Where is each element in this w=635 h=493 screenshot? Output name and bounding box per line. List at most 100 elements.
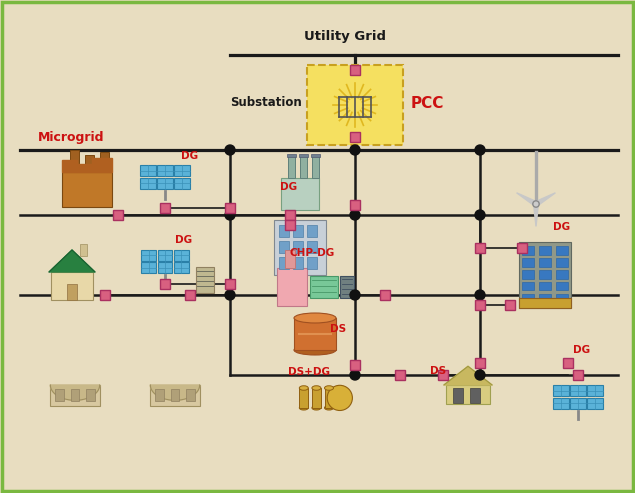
Text: DS: DS bbox=[330, 324, 346, 334]
Circle shape bbox=[475, 370, 485, 380]
Circle shape bbox=[533, 201, 539, 207]
Bar bbox=[522, 282, 534, 290]
Circle shape bbox=[350, 210, 360, 220]
Bar bbox=[475, 300, 485, 310]
Bar bbox=[300, 156, 307, 178]
Bar bbox=[563, 358, 573, 368]
Bar bbox=[310, 276, 338, 298]
Bar bbox=[522, 258, 534, 267]
Text: DS: DS bbox=[430, 366, 446, 376]
Bar bbox=[556, 246, 568, 255]
Bar bbox=[311, 154, 320, 157]
Bar bbox=[475, 358, 485, 368]
Text: DG: DG bbox=[280, 182, 297, 192]
Circle shape bbox=[350, 370, 360, 380]
Bar bbox=[150, 385, 199, 406]
Text: CHP-DG: CHP-DG bbox=[290, 248, 335, 258]
Bar bbox=[141, 250, 156, 261]
Bar bbox=[446, 385, 490, 404]
Bar bbox=[80, 244, 87, 256]
Bar bbox=[274, 220, 326, 275]
Text: Microgrid: Microgrid bbox=[38, 131, 105, 144]
Text: DG: DG bbox=[573, 345, 590, 355]
Polygon shape bbox=[150, 385, 199, 400]
Bar bbox=[307, 257, 317, 269]
Bar bbox=[395, 370, 405, 380]
Text: PCC: PCC bbox=[411, 96, 444, 110]
Bar bbox=[288, 156, 295, 178]
Bar bbox=[70, 150, 79, 172]
Bar bbox=[470, 387, 480, 403]
Polygon shape bbox=[49, 250, 95, 272]
Bar bbox=[51, 272, 93, 300]
Bar bbox=[307, 241, 317, 253]
Bar bbox=[157, 262, 172, 273]
Bar bbox=[453, 387, 463, 403]
Bar bbox=[175, 165, 190, 176]
Bar bbox=[279, 257, 289, 269]
Text: DS+DG: DS+DG bbox=[288, 367, 330, 377]
Bar bbox=[587, 398, 603, 409]
Bar bbox=[573, 370, 583, 380]
Bar bbox=[160, 279, 170, 289]
Circle shape bbox=[225, 290, 235, 300]
Bar bbox=[299, 154, 308, 157]
Bar bbox=[50, 385, 100, 406]
Bar bbox=[277, 268, 307, 306]
Polygon shape bbox=[444, 366, 492, 385]
Ellipse shape bbox=[312, 406, 321, 410]
Polygon shape bbox=[517, 193, 537, 206]
Bar bbox=[556, 282, 568, 290]
Bar bbox=[340, 276, 354, 298]
Ellipse shape bbox=[324, 386, 333, 390]
Polygon shape bbox=[535, 193, 556, 206]
Bar bbox=[556, 270, 568, 279]
Bar bbox=[294, 318, 336, 350]
Bar bbox=[517, 243, 527, 253]
Bar bbox=[196, 267, 215, 293]
Bar bbox=[174, 250, 189, 261]
Polygon shape bbox=[533, 204, 538, 226]
Bar bbox=[556, 258, 568, 267]
Bar bbox=[70, 389, 79, 401]
Bar bbox=[281, 178, 319, 210]
Bar bbox=[279, 241, 289, 253]
Bar bbox=[307, 225, 317, 237]
Ellipse shape bbox=[299, 406, 309, 410]
Circle shape bbox=[475, 290, 485, 300]
Text: DG: DG bbox=[553, 222, 570, 232]
Bar bbox=[174, 262, 189, 273]
Bar bbox=[522, 246, 534, 255]
Bar bbox=[160, 203, 170, 213]
Bar bbox=[285, 250, 295, 268]
Text: DG: DG bbox=[175, 235, 192, 245]
Bar bbox=[100, 152, 109, 172]
Bar bbox=[279, 225, 289, 237]
Text: Utility Grid: Utility Grid bbox=[304, 30, 386, 43]
Bar bbox=[553, 398, 569, 409]
Bar bbox=[539, 294, 551, 302]
Circle shape bbox=[225, 210, 235, 220]
Bar bbox=[539, 258, 551, 267]
Bar bbox=[225, 279, 235, 289]
Bar bbox=[519, 298, 572, 308]
Bar bbox=[285, 210, 295, 220]
Bar bbox=[293, 225, 303, 237]
Bar bbox=[293, 241, 303, 253]
Ellipse shape bbox=[312, 386, 321, 390]
Bar bbox=[156, 389, 164, 401]
Bar bbox=[186, 389, 194, 401]
Bar bbox=[171, 389, 179, 401]
Circle shape bbox=[475, 145, 485, 155]
Bar bbox=[570, 398, 585, 409]
Ellipse shape bbox=[299, 386, 309, 390]
Text: DG: DG bbox=[181, 151, 198, 161]
Bar bbox=[175, 178, 190, 189]
Bar bbox=[62, 172, 112, 207]
Bar bbox=[522, 270, 534, 279]
Circle shape bbox=[475, 210, 485, 220]
Bar bbox=[519, 242, 572, 308]
FancyBboxPatch shape bbox=[307, 65, 403, 145]
Bar bbox=[312, 388, 321, 408]
Circle shape bbox=[350, 290, 360, 300]
